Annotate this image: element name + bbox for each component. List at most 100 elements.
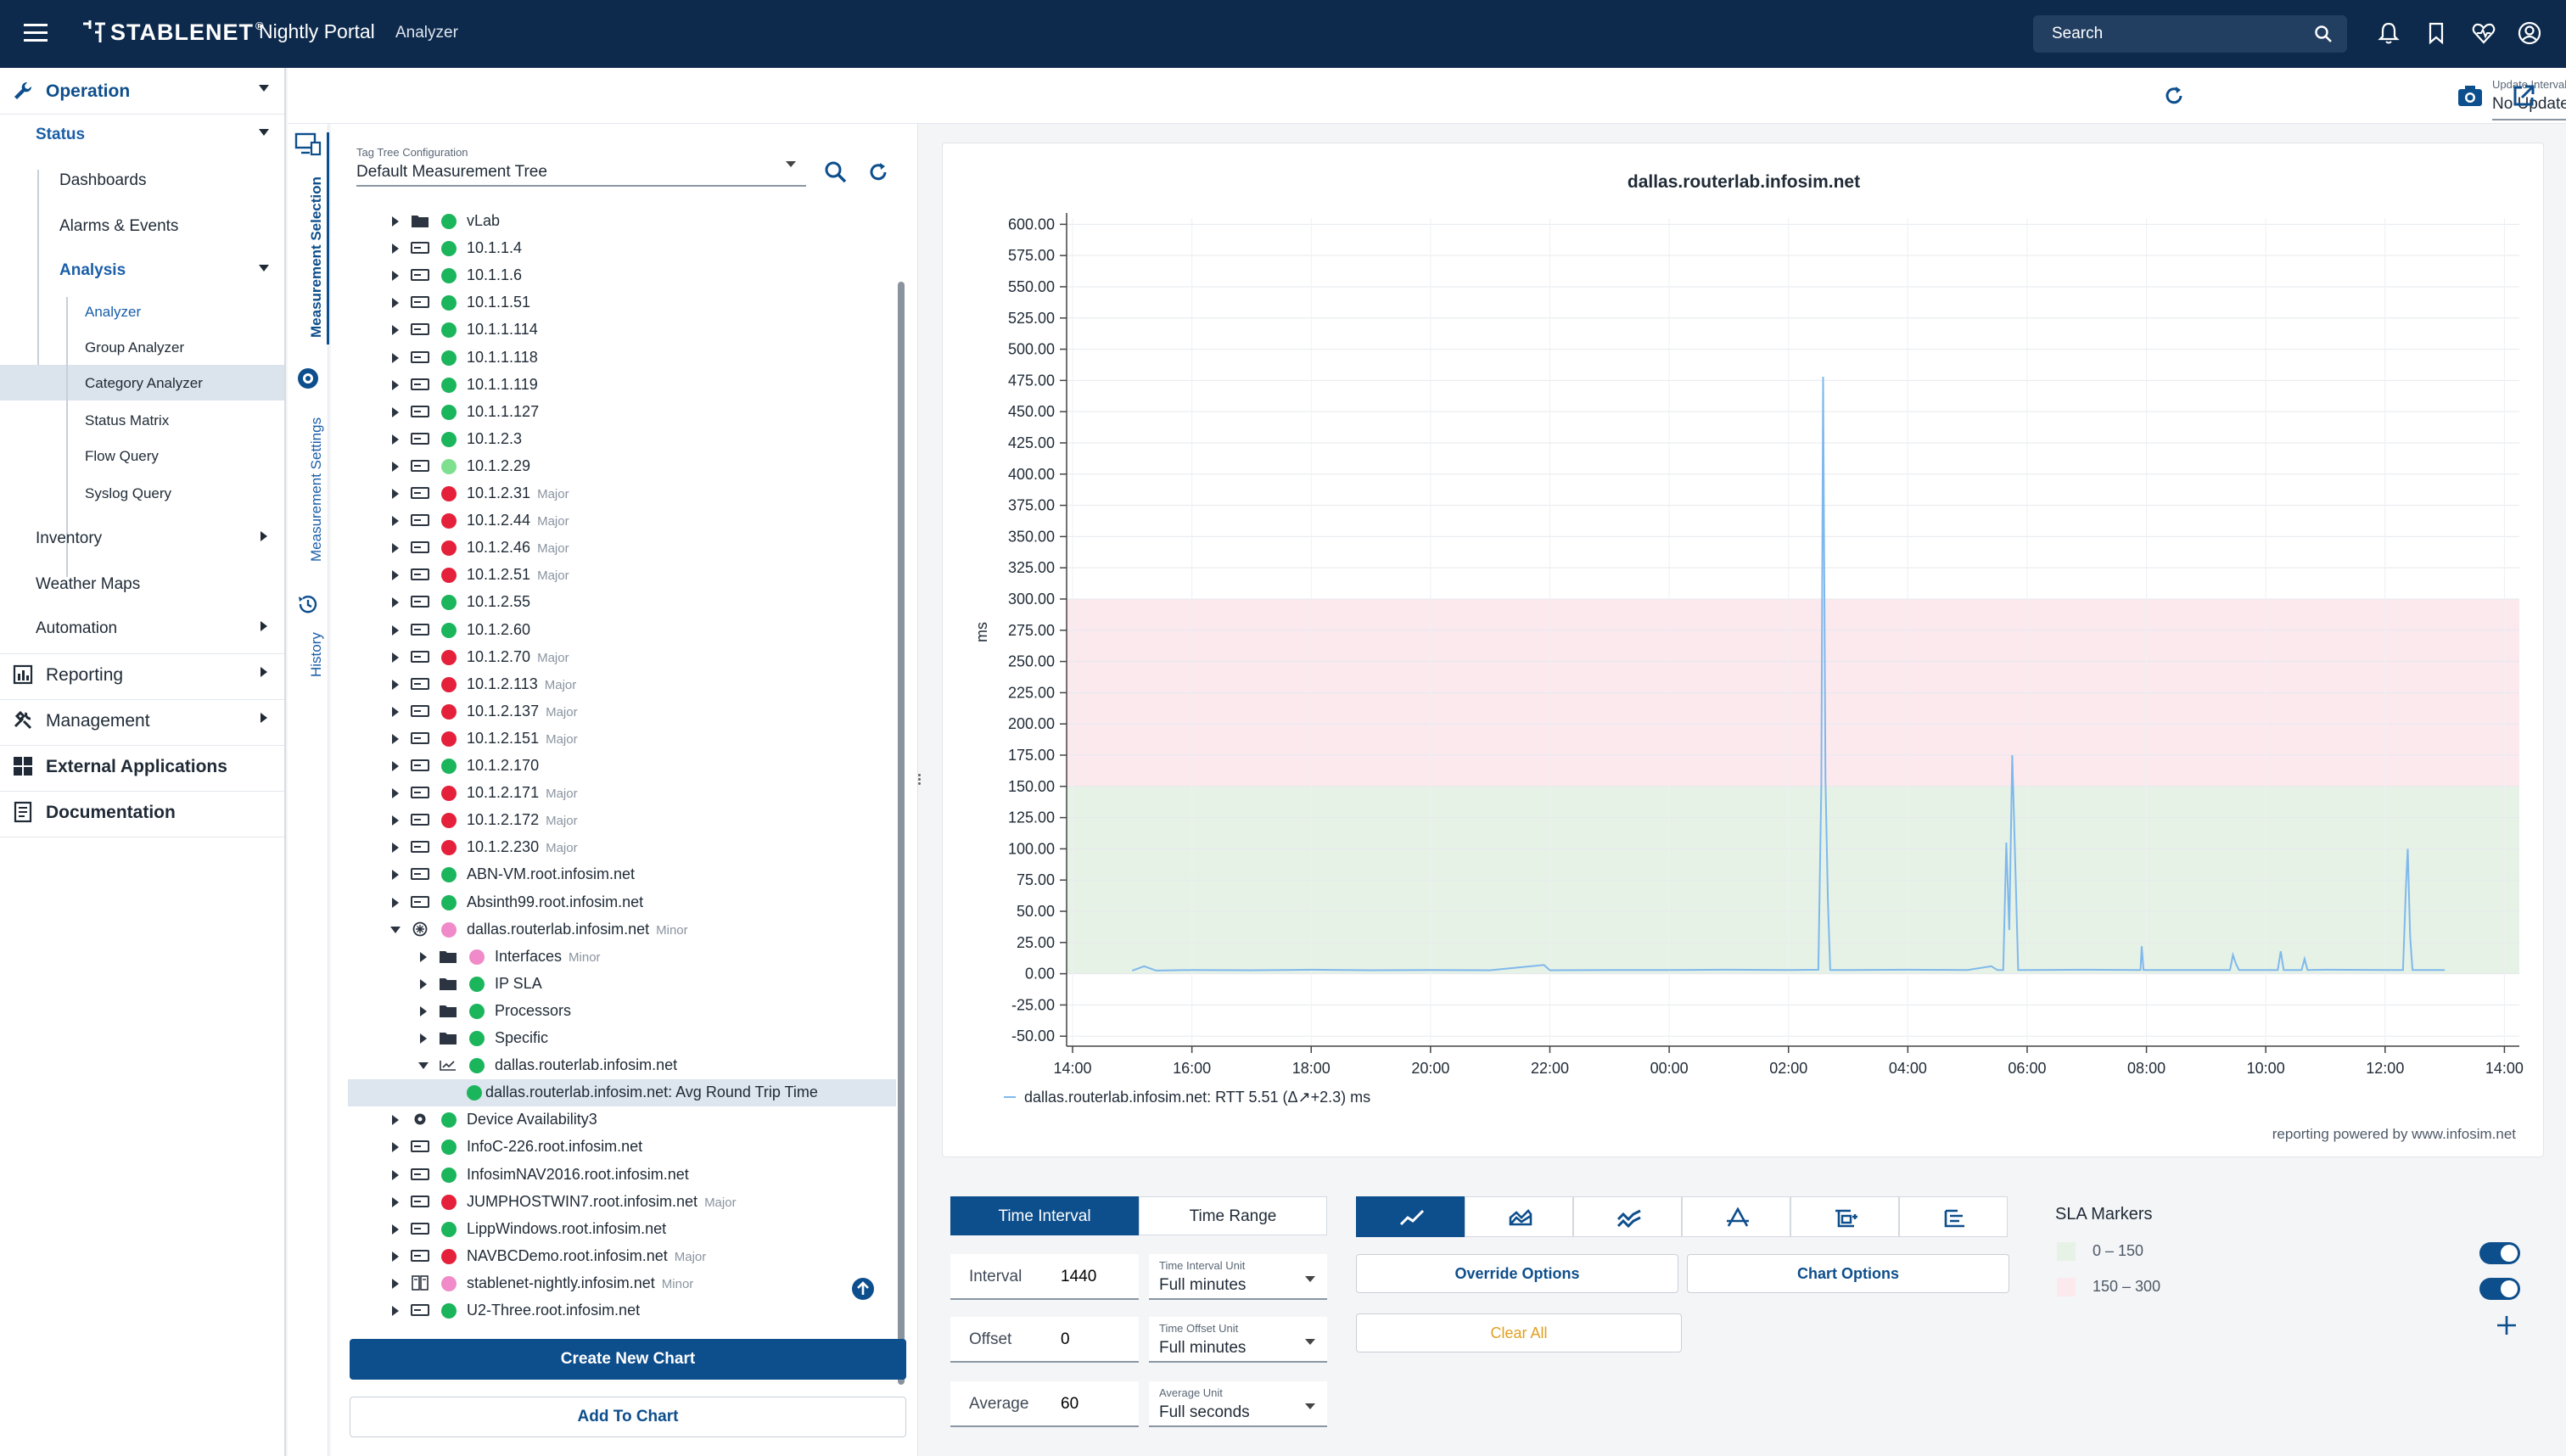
collapsed-caret-icon[interactable] [392, 843, 399, 854]
collapsed-caret-icon[interactable] [392, 652, 399, 663]
sla-marker-toggle[interactable] [2479, 1242, 2520, 1264]
search-input[interactable] [2052, 24, 2306, 44]
bell-icon[interactable] [2376, 20, 2401, 46]
measurement-selection-icon[interactable] [294, 132, 322, 156]
legend-entry[interactable]: dallas.routerlab.infosim.net: RTT 5.51 (… [1024, 1089, 1370, 1106]
collapsed-caret-icon[interactable] [392, 679, 399, 690]
bookmark-icon[interactable] [2423, 20, 2449, 46]
collapsed-caret-icon[interactable] [392, 244, 399, 255]
tab-history[interactable]: History [308, 632, 324, 677]
scroll-to-top-icon[interactable] [850, 1276, 876, 1302]
camera-snapshot-icon[interactable] [2457, 83, 2484, 109]
nav-alarms-events[interactable]: Alarms & Events [0, 217, 284, 243]
collapsed-caret-icon[interactable] [392, 543, 399, 554]
collapsed-caret-icon[interactable] [420, 978, 427, 989]
offset-input[interactable] [1061, 1329, 1146, 1351]
nav-external-applications[interactable]: External Applications [0, 757, 284, 784]
collapsed-caret-icon[interactable] [392, 489, 399, 499]
collapsed-caret-icon[interactable] [420, 951, 427, 962]
collapsed-caret-icon[interactable] [392, 597, 399, 608]
search-icon[interactable] [2313, 24, 2333, 44]
expanded-caret-icon[interactable] [418, 1062, 429, 1070]
nav-documentation[interactable]: Documentation [0, 801, 284, 830]
collapsed-caret-icon[interactable] [392, 516, 399, 527]
average-unit-select[interactable]: Average Unit Full seconds [1149, 1381, 1327, 1427]
tab-time-interval[interactable]: Time Interval [950, 1196, 1139, 1235]
nav-inventory[interactable]: Inventory [0, 529, 284, 555]
time-interval-unit-select[interactable]: Time Interval Unit Full minutes [1149, 1254, 1327, 1300]
nav-status[interactable]: Status [0, 126, 284, 151]
nav-syslog-query[interactable]: Syslog Query [0, 485, 284, 511]
tag-tree-configuration-select[interactable]: Tag Tree Configuration Default Measureme… [356, 146, 806, 187]
collapsed-caret-icon[interactable] [392, 733, 399, 744]
average-input[interactable] [1061, 1393, 1146, 1415]
refresh-icon[interactable] [2161, 83, 2187, 109]
collapsed-caret-icon[interactable] [420, 1005, 427, 1016]
nav-category-analyzer[interactable]: Category Analyzer [0, 375, 284, 400]
sla-marker-toggle[interactable] [2479, 1278, 2520, 1300]
collapsed-caret-icon[interactable] [392, 570, 399, 581]
chart-type-area[interactable] [1465, 1196, 1573, 1237]
chart-legend-options[interactable] [1899, 1196, 2008, 1237]
search-icon[interactable] [823, 160, 849, 185]
override-options-button[interactable]: Override Options [1356, 1254, 1678, 1293]
health-heart-icon[interactable] [2471, 20, 2496, 46]
nav-status-matrix[interactable]: Status Matrix [0, 412, 284, 438]
chart-add-series[interactable] [1790, 1196, 1899, 1237]
history-clock-icon[interactable] [296, 592, 320, 616]
settings-dial-icon[interactable] [296, 367, 320, 390]
rtt-line-chart[interactable]: 600.00 575.00 550.00 525.00 500.00 475.00 450.… [943, 143, 2545, 1119]
refresh-icon[interactable] [866, 160, 891, 185]
time-offset-unit-select[interactable]: Time Offset Unit Full minutes [1149, 1317, 1327, 1363]
collapsed-caret-icon[interactable] [392, 706, 399, 717]
collapsed-caret-icon[interactable] [392, 624, 399, 636]
add-to-chart-button[interactable]: Add To Chart [350, 1397, 906, 1437]
series-line[interactable] [1131, 376, 2446, 972]
collapsed-caret-icon[interactable] [392, 1251, 399, 1262]
collapsed-caret-icon[interactable] [392, 1196, 399, 1207]
expanded-caret-icon[interactable] [390, 926, 401, 933]
collapsed-caret-icon[interactable] [392, 271, 399, 282]
nav-weather-maps[interactable]: Weather Maps [0, 575, 284, 601]
collapsed-caret-icon[interactable] [392, 1169, 399, 1180]
collapsed-caret-icon[interactable] [420, 1033, 427, 1044]
create-new-chart-button[interactable]: Create New Chart [350, 1339, 906, 1380]
interval-input[interactable] [1061, 1266, 1146, 1288]
collapsed-caret-icon[interactable] [392, 1224, 399, 1235]
nav-operation[interactable]: Operation [0, 81, 284, 110]
nav-dashboards[interactable]: Dashboards [0, 171, 284, 197]
collapsed-caret-icon[interactable] [392, 1142, 399, 1153]
collapsed-caret-icon[interactable] [392, 325, 399, 336]
clear-all-button[interactable]: Clear All [1356, 1313, 1682, 1352]
chart-type-multi-line[interactable] [1573, 1196, 1682, 1237]
collapsed-caret-icon[interactable] [392, 461, 399, 472]
chart-type-line[interactable] [1356, 1196, 1465, 1237]
panel-resize-handle[interactable] [916, 772, 922, 792]
menu-icon[interactable] [20, 19, 51, 49]
tab-measurement-settings[interactable]: Measurement Settings [308, 417, 324, 562]
collapsed-caret-icon[interactable] [392, 379, 399, 390]
collapsed-caret-icon[interactable] [392, 897, 399, 908]
collapsed-caret-icon[interactable] [392, 434, 399, 445]
tab-time-range[interactable]: Time Range [1139, 1196, 1327, 1235]
chart-options-button[interactable]: Chart Options [1687, 1254, 2009, 1293]
collapsed-caret-icon[interactable] [392, 216, 399, 227]
nav-management[interactable]: Management [0, 710, 284, 738]
collapsed-caret-icon[interactable] [392, 761, 399, 771]
tab-measurement-selection[interactable]: Measurement Selection [308, 176, 324, 338]
nav-flow-query[interactable]: Flow Query [0, 448, 284, 473]
collapsed-caret-icon[interactable] [392, 815, 399, 826]
collapsed-caret-icon[interactable] [392, 1306, 399, 1316]
chart-type-stacked[interactable] [1682, 1196, 1790, 1237]
nav-group-analyzer[interactable]: Group Analyzer [0, 339, 284, 365]
nav-analyzer[interactable]: Analyzer [0, 302, 284, 328]
collapsed-caret-icon[interactable] [392, 352, 399, 363]
open-external-icon[interactable] [2511, 83, 2536, 109]
collapsed-caret-icon[interactable] [392, 406, 399, 417]
add-sla-marker-icon[interactable] [2495, 1313, 2518, 1337]
nav-analysis[interactable]: Analysis [0, 261, 284, 287]
nav-reporting[interactable]: Reporting [0, 664, 284, 692]
user-account-icon[interactable] [2517, 20, 2542, 46]
collapsed-caret-icon[interactable] [392, 298, 399, 309]
collapsed-caret-icon[interactable] [392, 1278, 399, 1289]
